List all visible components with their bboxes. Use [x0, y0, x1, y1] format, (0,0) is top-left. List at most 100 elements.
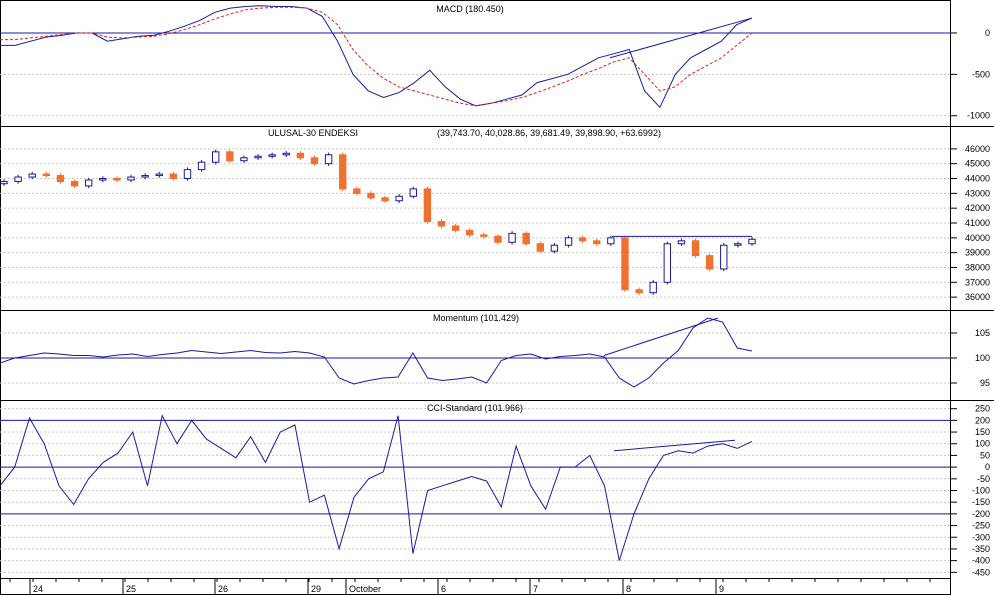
price-candle-body	[381, 197, 389, 202]
macd-gridlines	[0, 32, 957, 117]
cci-tick-label: 250	[975, 404, 990, 414]
price-tick-label: 39000	[965, 248, 990, 258]
price-candle-body	[141, 175, 149, 178]
date-axis-label: 6	[441, 584, 446, 594]
price-candle-body	[677, 240, 686, 245]
cci-tick-label: 0	[985, 462, 990, 472]
price-candle-body	[395, 195, 403, 202]
price-candle-body	[522, 232, 530, 245]
date-axis-label: 24	[33, 584, 43, 594]
price-candle-body	[550, 244, 559, 252]
price-candle-body	[353, 188, 361, 194]
price-candles-group	[0, 149, 756, 295]
price-candle-body	[423, 188, 432, 223]
price-candle-body	[663, 243, 672, 283]
price-candle-body	[84, 179, 93, 187]
momentum-series-group	[0, 317, 951, 388]
price-tick-label: 42000	[965, 203, 990, 213]
price-candle-body	[649, 281, 657, 294]
price-candle-body	[42, 173, 51, 177]
date-axis-label: October	[349, 584, 381, 594]
price-candle-body	[409, 188, 417, 197]
cci-tick-label: -100	[972, 486, 990, 496]
price-y-ticks: 46000 45000 44000 43000 42000 41000 40000 39000…	[965, 144, 990, 302]
price-candle-body	[593, 240, 601, 245]
price-candle-body	[127, 176, 135, 181]
momentum-tick-label: 105	[975, 328, 990, 338]
price-tick-label: 40000	[965, 233, 990, 243]
macd-tick-label: -500	[972, 69, 990, 79]
momentum-y-ticks: 105 100 95	[975, 328, 990, 388]
cci-cci-line	[0, 414, 753, 561]
macd-title: MACD (180.450)	[436, 4, 504, 14]
cci-series-group	[0, 414, 951, 561]
price-candle-body	[56, 175, 65, 182]
price-candle-body	[70, 180, 79, 187]
price-candle-body	[734, 243, 742, 246]
price-candle-body	[705, 255, 714, 270]
cci-tick-label: 50	[980, 450, 990, 460]
cci-tick-label: -450	[972, 567, 990, 577]
price-candle-body	[621, 237, 629, 291]
macd-y-ticks: 0 -500 -1000	[967, 28, 990, 121]
cci-tick-label: -50	[977, 474, 990, 484]
date-axis-label: 29	[311, 584, 321, 594]
price-candle-body	[99, 178, 107, 181]
price-candle-body	[212, 151, 220, 163]
price-candle-body	[748, 238, 756, 245]
price-candle-body	[310, 157, 319, 165]
price-candle-body	[14, 176, 22, 182]
momentum-tick-label: 95	[980, 378, 990, 388]
price-candle-body	[564, 237, 573, 246]
price-candle-body	[226, 151, 234, 162]
price-ohlc-readout: (39,743.70, 40,028.86, 39,681.49, 39,898…	[437, 128, 661, 138]
cci-tick-label: -250	[972, 521, 990, 531]
price-tick-label: 36000	[965, 292, 990, 302]
price-tick-label: 37000	[965, 277, 990, 287]
momentum-title: Momentum (101.429)	[433, 313, 519, 323]
price-candle-body	[296, 152, 305, 159]
price-tick-label: 38000	[965, 262, 990, 272]
price-candle-body	[28, 173, 36, 178]
price-candle-body	[536, 243, 544, 252]
macd-macd-line	[0, 5, 753, 109]
price-candle-body	[197, 161, 206, 171]
price-candle-body	[339, 154, 347, 190]
macd-tick-label: -1000	[967, 111, 990, 121]
date-axis-label: 8	[626, 584, 631, 594]
momentum-tick-label: 100	[975, 353, 990, 363]
price-tick-label: 44000	[965, 174, 990, 184]
date-axis-label: 7	[533, 584, 538, 594]
momentum-trend-line	[603, 317, 719, 356]
date-axis-label: 26	[218, 584, 228, 594]
price-candle-body	[494, 235, 502, 243]
price-candle-body	[155, 173, 163, 177]
price-panel: 46000 45000 44000 43000 42000 41000 40000 39000…	[0, 128, 990, 302]
date-axis-label: 25	[126, 584, 136, 594]
cci-gridlines	[0, 408, 957, 573]
macd-signal-line	[0, 6, 753, 107]
cci-tick-label: -300	[972, 532, 990, 542]
date-axis: 24 25 26 29 October 6 7 8 9	[9, 578, 931, 594]
price-candle-body	[240, 157, 248, 162]
price-candle-body	[254, 155, 262, 159]
price-tick-label: 43000	[965, 188, 990, 198]
price-candle-body	[367, 192, 375, 199]
price-candle-body	[691, 240, 700, 257]
cci-tick-label: 100	[975, 439, 990, 449]
cci-title: CCI-Standard (101.966)	[427, 403, 523, 413]
price-candle-body	[113, 178, 121, 181]
price-candle-body	[268, 154, 276, 157]
price-candle-body	[635, 289, 643, 294]
date-axis-label: 9	[719, 584, 724, 594]
macd-trend-line	[609, 17, 753, 59]
cci-tick-label: -150	[972, 497, 990, 507]
cci-tick-label: -350	[972, 544, 990, 554]
cci-tick-label: 150	[975, 427, 990, 437]
macd-panel: 0 -500 -1000 MACD (180.450)	[0, 4, 990, 121]
price-candle-body	[578, 237, 587, 242]
price-tick-label: 41000	[965, 218, 990, 228]
price-candle-body	[282, 152, 290, 156]
macd-series-group	[0, 5, 951, 109]
